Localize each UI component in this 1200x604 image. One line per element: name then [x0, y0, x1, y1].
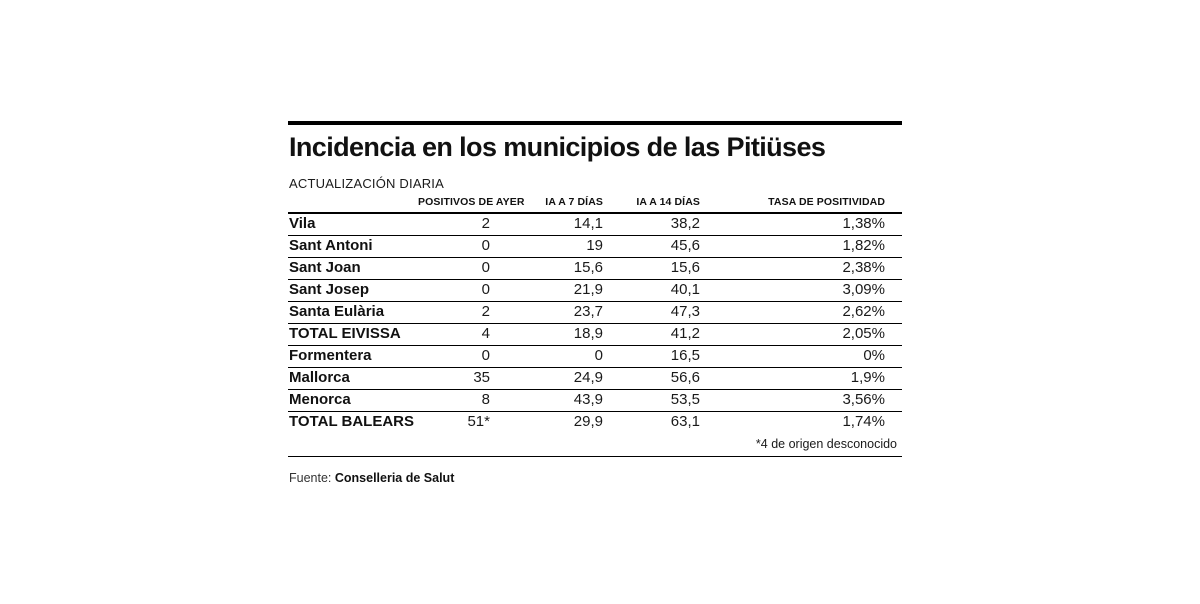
row-name: Sant Joan	[289, 259, 361, 277]
cell-tasa-positividad: 1,38%	[842, 215, 885, 233]
row-name: Vila	[289, 215, 316, 233]
table-header: POSITIVOS DE AYER IA A 7 DÍAS IA A 14 DÍ…	[288, 196, 902, 215]
cell-ia-7-dias: 43,9	[573, 391, 603, 409]
top-rule	[288, 121, 902, 125]
cell-tasa-positividad: 3,56%	[842, 391, 885, 409]
cell-ia-14-dias: 47,3	[670, 303, 700, 321]
source-line: Fuente: Conselleria de Salut	[289, 471, 902, 485]
cell-ia-7-dias: 14,1	[573, 215, 603, 233]
table-row: Sant Antoni 0 19 45,6 1,82%	[288, 235, 902, 258]
footnote: *4 de origen desconocido	[288, 433, 902, 458]
cell-tasa-positividad: 1,74%	[842, 413, 885, 431]
cell-ia-14-dias: 41,2	[670, 325, 700, 343]
cell-positivos-ayer: 2	[481, 303, 490, 321]
cell-positivos-ayer: 0	[481, 259, 490, 277]
column-header-positivos-de-ayer: POSITIVOS DE AYER	[418, 196, 524, 215]
cell-ia-14-dias: 56,6	[670, 369, 700, 387]
source-name: Conselleria de Salut	[334, 471, 455, 486]
source-label: Fuente:	[289, 471, 332, 486]
row-name: Menorca	[289, 391, 351, 409]
cell-ia-14-dias: 15,6	[670, 259, 700, 277]
cell-ia-7-dias: 24,9	[573, 369, 603, 387]
table-row: Vila 2 14,1 38,2 1,38%	[288, 213, 902, 236]
cell-tasa-positividad: 2,05%	[842, 325, 885, 343]
row-name: Santa Eulària	[289, 303, 385, 321]
cell-ia-7-dias: 18,9	[573, 325, 603, 343]
cell-ia-14-dias: 40,1	[670, 281, 700, 299]
column-header-tasa-de-positividad: TASA DE POSITIVIDAD	[700, 196, 902, 215]
row-name: TOTAL BALEARS	[289, 413, 415, 431]
table-row: TOTAL EIVISSA 4 18,9 41,2 2,05%	[288, 323, 902, 346]
table-row: TOTAL BALEARS 51* 29,9 63,1 1,74%	[288, 411, 902, 433]
table-row: Formentera 0 0 16,5 0%	[288, 345, 902, 368]
cell-tasa-positividad: 0%	[863, 347, 885, 365]
column-header-ia-7-dias: IA A 7 DÍAS	[490, 196, 603, 215]
cell-positivos-ayer: 0	[481, 281, 490, 299]
cell-tasa-positividad: 2,62%	[842, 303, 885, 321]
row-name: Mallorca	[289, 369, 350, 387]
row-name: TOTAL EIVISSA	[289, 325, 401, 343]
table-row: Sant Joan 0 15,6 15,6 2,38%	[288, 257, 902, 280]
table-row: Menorca 8 43,9 53,5 3,56%	[288, 389, 902, 412]
column-header-municipio	[288, 196, 418, 215]
cell-ia-7-dias: 15,6	[573, 259, 603, 277]
row-name: Formentera	[289, 347, 372, 365]
cell-ia-14-dias: 45,6	[670, 237, 700, 255]
cell-ia-14-dias: 63,1	[670, 413, 700, 431]
row-name: Sant Josep	[289, 281, 370, 299]
cell-ia-7-dias: 29,9	[573, 413, 603, 431]
table-body: Vila 2 14,1 38,2 1,38% Sant Antoni 0 19 45,6 1,82…	[288, 213, 902, 433]
incidence-infographic: Incidencia en los municipios de las Piti…	[288, 121, 902, 485]
incidence-table: POSITIVOS DE AYER IA A 7 DÍAS IA A 14 DÍ…	[288, 196, 902, 433]
chart-subtitle: ACTUALIZACIÓN DIARIA	[289, 176, 444, 192]
cell-positivos-ayer: 2	[481, 215, 490, 233]
cell-tasa-positividad: 3,09%	[842, 281, 885, 299]
table-row: Mallorca 35 24,9 56,6 1,9%	[288, 367, 902, 390]
cell-positivos-ayer: 51*	[467, 413, 490, 431]
cell-ia-7-dias: 19	[586, 237, 603, 255]
cell-tasa-positividad: 1,82%	[842, 237, 885, 255]
column-header-ia-14-dias: IA A 14 DÍAS	[603, 196, 700, 215]
cell-positivos-ayer: 4	[481, 325, 490, 343]
table-row: Sant Josep 0 21,9 40,1 3,09%	[288, 279, 902, 302]
table-row: Santa Eulària 2 23,7 47,3 2,62%	[288, 301, 902, 324]
cell-ia-7-dias: 0	[594, 347, 603, 365]
cell-positivos-ayer: 8	[481, 391, 490, 409]
cell-ia-7-dias: 21,9	[573, 281, 603, 299]
cell-ia-14-dias: 16,5	[670, 347, 700, 365]
cell-positivos-ayer: 35	[473, 369, 490, 387]
cell-positivos-ayer: 0	[481, 347, 490, 365]
chart-title: Incidencia en los municipios de las Piti…	[289, 132, 826, 162]
cell-tasa-positividad: 2,38%	[842, 259, 885, 277]
cell-ia-14-dias: 38,2	[670, 215, 700, 233]
cell-ia-7-dias: 23,7	[573, 303, 603, 321]
header-row: POSITIVOS DE AYER IA A 7 DÍAS IA A 14 DÍ…	[288, 196, 902, 215]
cell-ia-14-dias: 53,5	[670, 391, 700, 409]
cell-tasa-positividad: 1,9%	[850, 369, 885, 387]
cell-positivos-ayer: 0	[481, 237, 490, 255]
row-name: Sant Antoni	[289, 237, 373, 255]
